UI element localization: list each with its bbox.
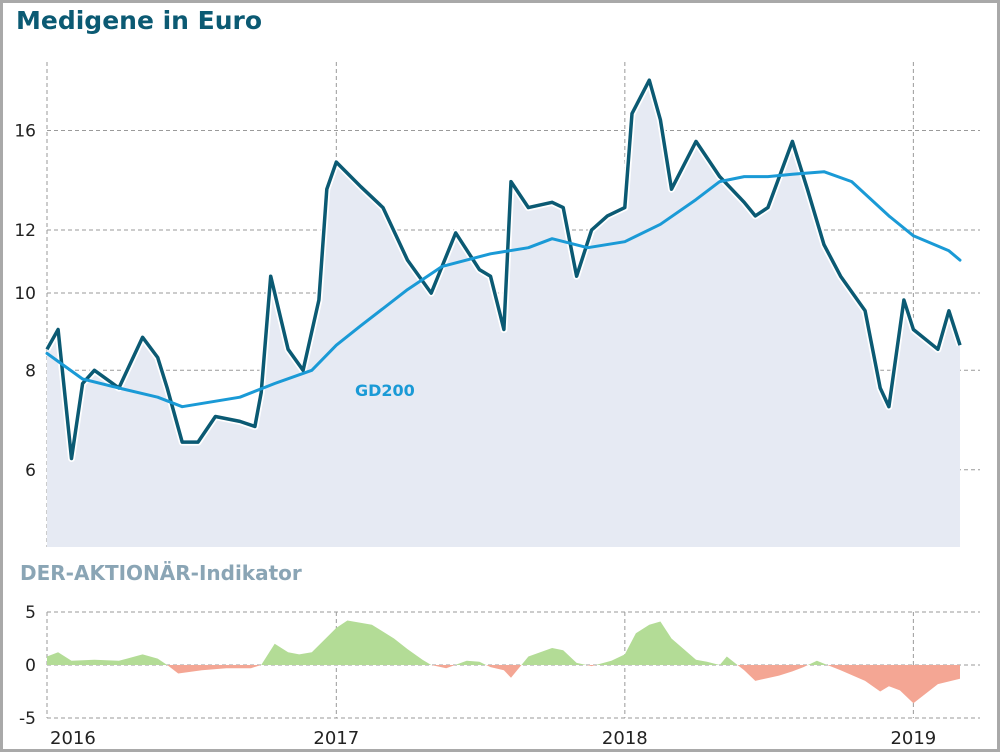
x-axis: 2016 2017 2018 2019 bbox=[50, 728, 936, 749]
indicator-title: DER-AKTIONÄR-Indikator bbox=[20, 561, 302, 585]
y-tick-label: 6 bbox=[25, 461, 36, 481]
indicator-panel: -5 0 5 bbox=[19, 603, 980, 729]
price-line bbox=[45, 78, 962, 461]
indicator-y-tick-label: -5 bbox=[19, 709, 36, 729]
indicator-y-tick-label: 5 bbox=[25, 603, 36, 623]
x-tick-label: 2017 bbox=[313, 728, 359, 749]
price-panel: 6 8 10 12 16 bbox=[14, 62, 980, 547]
indicator-negative-area bbox=[47, 665, 960, 704]
chart-title: Medigene in Euro bbox=[16, 6, 262, 35]
gd200-label: GD200 bbox=[355, 381, 415, 400]
y-tick-label: 10 bbox=[14, 284, 36, 304]
x-tick-label: 2016 bbox=[50, 728, 96, 749]
indicator-y-tick-label: 0 bbox=[25, 656, 36, 676]
x-tick-label: 2018 bbox=[602, 728, 648, 749]
y-tick-label: 12 bbox=[14, 221, 36, 241]
y-tick-label: 8 bbox=[25, 361, 36, 381]
x-tick-label: 2019 bbox=[890, 728, 936, 749]
indicator-positive-area bbox=[47, 620, 960, 665]
gd200-line bbox=[45, 170, 962, 409]
y-tick-label: 16 bbox=[14, 121, 36, 141]
price-area bbox=[47, 80, 960, 547]
